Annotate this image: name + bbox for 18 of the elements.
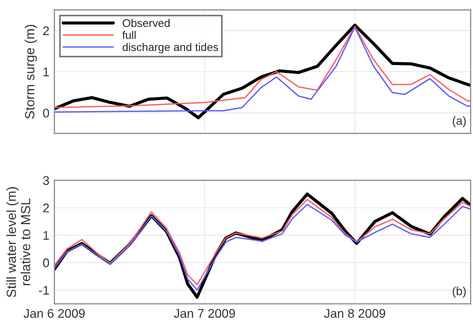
y-tick-label: 2 — [43, 26, 49, 36]
y-tick-label: 0 — [43, 108, 50, 118]
y-tick-label: 0 — [43, 258, 50, 268]
y-axis-title: Still water level (m) relative to MSL — [6, 187, 30, 298]
annotation: (b) — [452, 286, 466, 298]
y-tick-label: 1 — [44, 68, 49, 76]
annotation: (a) — [452, 116, 466, 128]
x-tick-label: Jan 6 2009 — [24, 308, 85, 318]
y-tick-label: 2 — [43, 204, 49, 212]
legend-label: Observed — [122, 18, 170, 28]
y-tick-label: 3 — [43, 176, 49, 185]
legend-label: full — [122, 30, 136, 40]
x-tick-label: Jan 7 2009 — [174, 308, 235, 318]
y-axis-title: Storm surge (m) — [24, 24, 38, 119]
y-tick-label: -1 — [38, 286, 49, 295]
y-tick-label: 1 — [44, 231, 49, 240]
legend-label: discharge and tides — [122, 42, 218, 54]
x-tick-label: Jan 8 2009 — [324, 308, 386, 318]
